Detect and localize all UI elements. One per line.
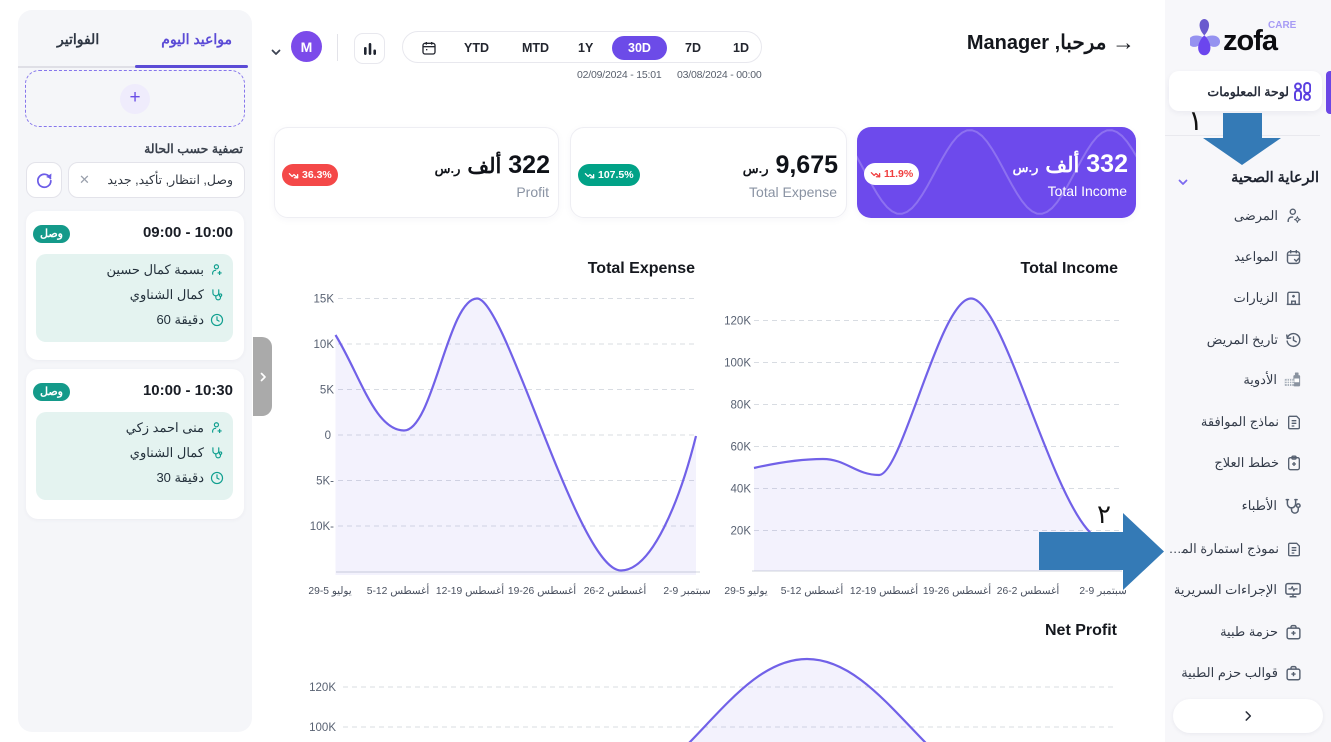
svg-text:100K: 100K	[309, 722, 336, 734]
svg-text:120K: 120K	[724, 316, 751, 328]
svg-text:120K: 120K	[309, 682, 336, 694]
svg-text:10K: 10K	[314, 339, 335, 351]
svg-text:0: 0	[325, 430, 331, 442]
svg-text:5K: 5K	[320, 385, 334, 397]
svg-text:29-5 يوليو: 29-5 يوليو	[308, 586, 351, 597]
svg-text:100K: 100K	[724, 358, 751, 370]
svg-text:20K: 20K	[731, 526, 752, 538]
svg-text:26-2 أغسطس: 26-2 أغسطس	[997, 584, 1060, 597]
svg-text:26-2 أغسطس: 26-2 أغسطس	[584, 584, 647, 597]
svg-text:29-5 يوليو: 29-5 يوليو	[724, 586, 767, 597]
svg-text:12-19 أغسطس: 12-19 أغسطس	[436, 584, 504, 597]
svg-text:2-9 سبتمبر: 2-9 سبتمبر	[1079, 586, 1126, 597]
svg-text:19-26 أغسطس: 19-26 أغسطس	[508, 584, 576, 597]
svg-text:zofa: zofa	[1223, 25, 1279, 57]
svg-text:5-12 أغسطس: 5-12 أغسطس	[781, 584, 844, 597]
svg-text:CARE: CARE	[1268, 20, 1297, 31]
svg-text:12-19 أغسطس: 12-19 أغسطس	[850, 584, 918, 597]
svg-text:10K-: 10K-	[310, 521, 334, 533]
svg-text:5-12 أغسطس: 5-12 أغسطس	[367, 584, 430, 597]
svg-text:40K: 40K	[731, 484, 752, 496]
svg-text:5K-: 5K-	[316, 476, 334, 488]
svg-text:15K: 15K	[314, 294, 335, 306]
svg-text:2-9 سبتمبر: 2-9 سبتمبر	[663, 586, 710, 597]
svg-text:60K: 60K	[731, 442, 752, 454]
svg-text:19-26 أغسطس: 19-26 أغسطس	[923, 584, 991, 597]
svg-text:80K: 80K	[731, 400, 752, 412]
